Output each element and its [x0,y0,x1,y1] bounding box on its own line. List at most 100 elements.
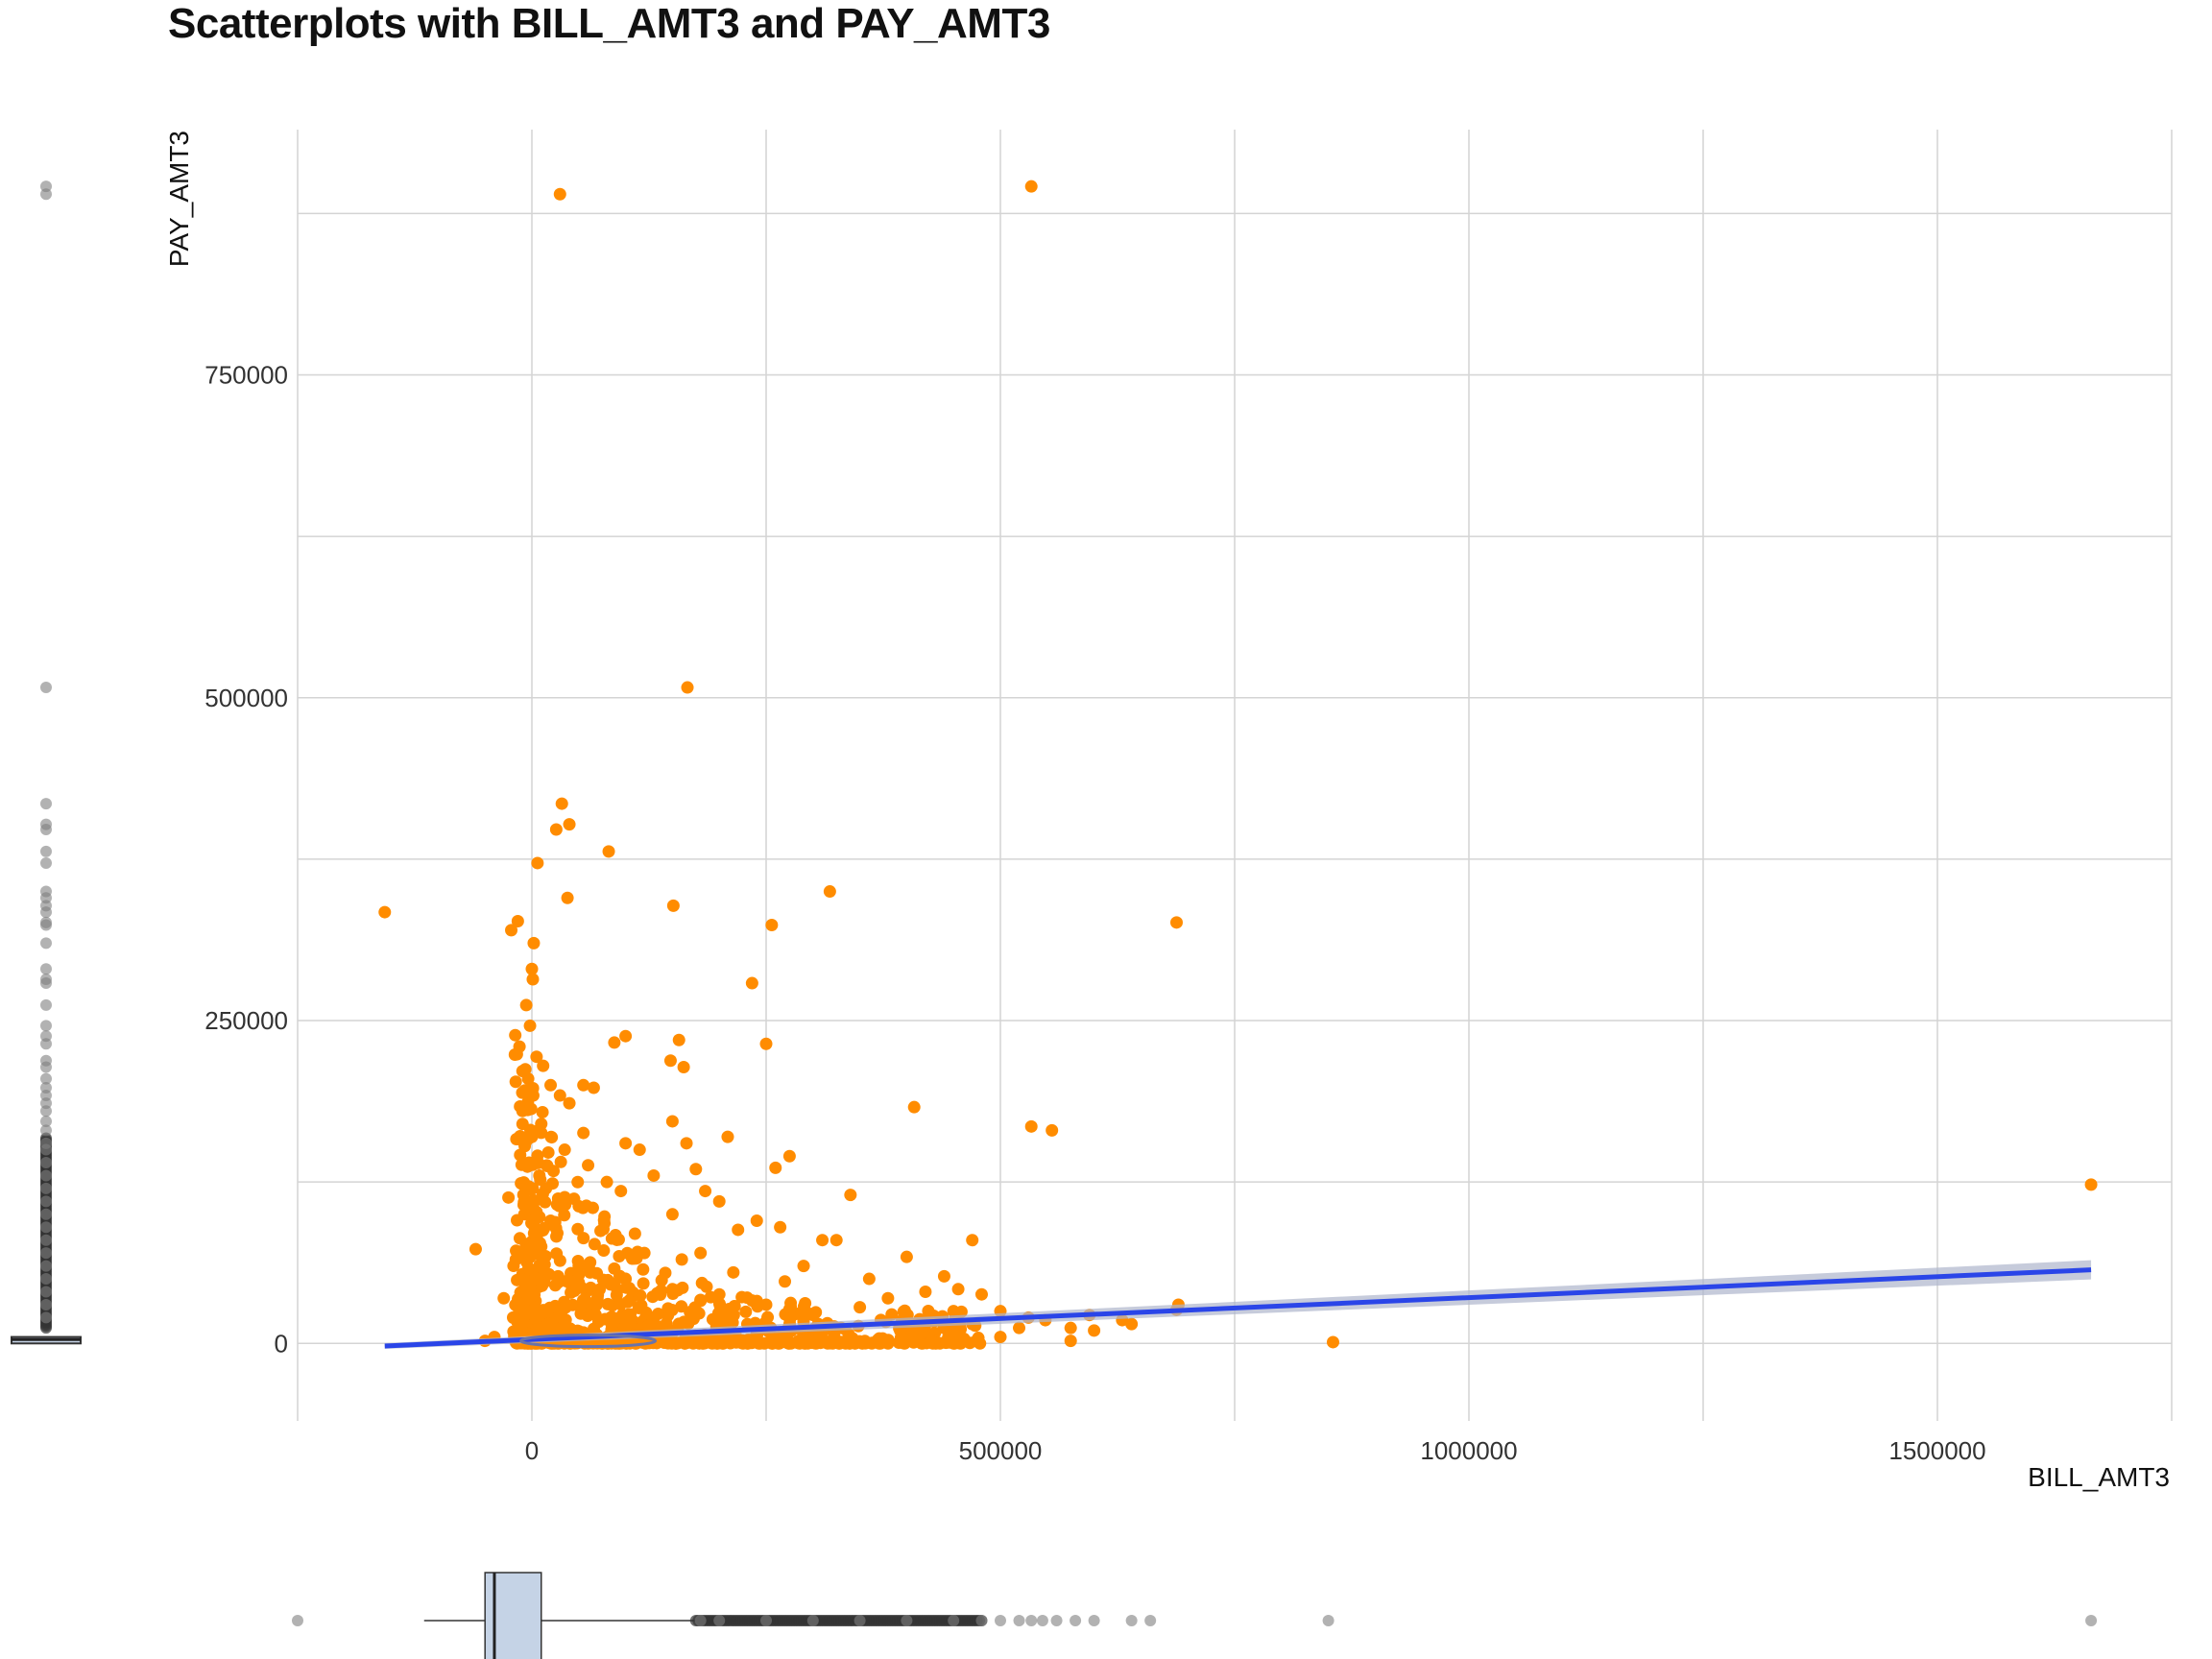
scatter-point [665,1115,679,1128]
scatter-point [751,1300,764,1313]
scatter-point [523,1019,537,1032]
x-box-outlier [1070,1615,1082,1626]
scatter-point [532,1156,545,1169]
scatter-point [700,1280,713,1293]
scatter-point [816,1234,830,1247]
y-box-outlier [40,823,52,835]
x-box-outlier [1322,1615,1334,1626]
scatter-point [699,1185,712,1198]
y-box-outlier [40,1182,52,1194]
scatter-point [658,1336,671,1350]
y-box-outlier [40,1286,52,1298]
scatter-point [588,1238,601,1251]
y-box-outlier [40,1169,52,1182]
scatter-point [518,1140,532,1153]
y-box-outlier [40,1020,52,1032]
scatter-point [600,1175,613,1189]
scatter-point [549,1221,563,1235]
y-box-outlier [40,1273,52,1286]
scatter-point [871,1334,884,1347]
fit-line [384,1267,2092,1349]
scatter-point [782,1149,796,1163]
x-tick-label: 500000 [959,1436,1043,1465]
x-box-outlier [694,1615,707,1626]
y-box-outlier [40,1072,52,1085]
scatter-point [689,1163,703,1176]
scatter-point [937,1269,950,1283]
scatter-point [2084,1178,2098,1191]
scatter-point [620,1246,634,1260]
y-box-outlier [40,998,52,1011]
scatter-point [551,1276,565,1289]
scatter-point [713,1299,727,1312]
y-box-outlier [40,1115,52,1127]
scatter-point [597,1214,611,1227]
scatter-point [675,1300,688,1313]
scatter-point [577,1078,590,1092]
scatter-point [509,1075,522,1089]
scatter-point [572,1276,586,1289]
scatter-point [854,1301,867,1314]
scatter-point [761,1310,775,1324]
scatter-point [704,1290,717,1304]
axis-tick-labels: 0 500000 1000000 1500000 0 250000 500000 750000 [204,361,1985,1465]
regression-line [384,1260,2092,1349]
scatter-point [469,1242,482,1256]
scatter-point [1326,1335,1339,1349]
scatter-point [513,1232,526,1245]
scatter-point [520,1286,534,1300]
scatter-point [378,905,392,919]
y-box-outlier [40,856,52,869]
scatter-point [622,1294,636,1308]
scatter-point [519,998,533,1012]
scatter-point [801,1334,814,1348]
scatter-point [545,1177,559,1190]
scatter-point [797,1260,810,1273]
scatter-point [661,1302,675,1315]
scatter-point [519,1274,533,1287]
x-box-outlier [975,1615,988,1626]
scatter-point [784,1300,798,1313]
scatter-point [525,962,539,975]
scatter-point [823,885,836,899]
x-box-outlier [2085,1615,2098,1626]
y-box-outlier [40,906,52,919]
scatter-point [511,914,524,927]
y-marginal-boxplot [11,180,82,1345]
y-tick-label: 500000 [204,684,288,712]
chart-title: Scatterplots with BILL_AMT3 and PAY_AMT3 [168,0,1050,47]
scatter-point [654,1288,667,1302]
scatter-point [881,1291,895,1305]
scatter-point [549,823,563,836]
x-box-outlier [1125,1615,1138,1626]
scatter-point [647,1168,661,1182]
scatter-point [536,1105,549,1118]
scatter-point [509,1028,522,1042]
x-box-outlier [292,1615,303,1626]
scatter-point [596,1273,610,1286]
scatter-point [577,1126,590,1140]
scatter-point [745,976,758,990]
scatter-point [539,1195,552,1209]
scatter-point [900,1250,913,1263]
scatter-point [1046,1123,1059,1137]
scatter-point [765,919,779,932]
y-box-outlier [40,845,52,857]
scatter-point [550,1247,564,1261]
scatter-point [544,1130,558,1143]
x-tick-label: 0 [525,1436,539,1465]
scatter-point [686,1312,700,1326]
scatter-point [972,1332,985,1345]
scatter-point [516,1118,529,1131]
scatter-point [520,1160,534,1173]
scatter-point [800,1309,813,1322]
scatter-point [514,1099,527,1113]
y-box-outlier [40,1038,52,1050]
scatter-point [609,1228,622,1241]
scatter-point [757,1336,771,1350]
scatter-point [571,1175,585,1189]
scatter-point [597,1244,611,1258]
scatter-point [919,1286,932,1298]
scatter-point [558,1209,571,1222]
scatter-point [497,1291,511,1305]
